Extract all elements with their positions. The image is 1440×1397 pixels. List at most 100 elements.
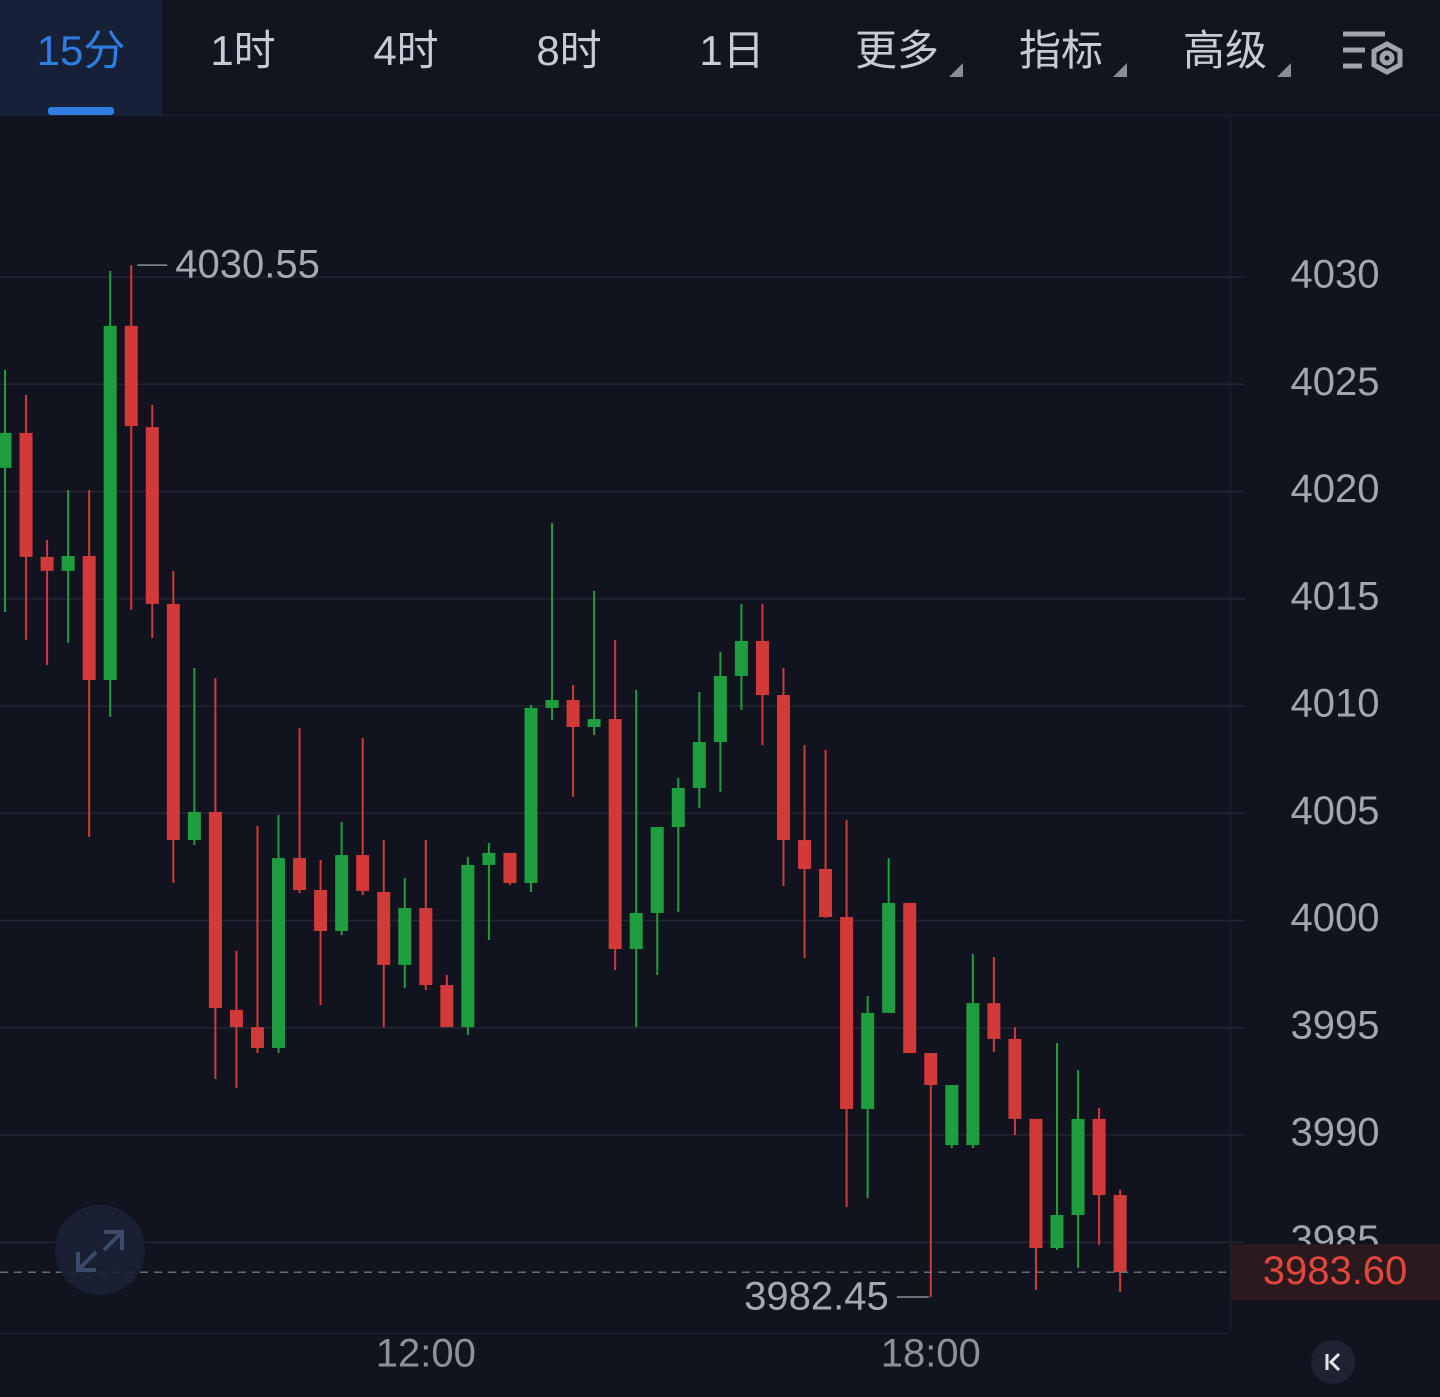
candle-body (798, 840, 812, 870)
tab[interactable]: 15分 (0, 0, 162, 115)
candle-body (650, 826, 664, 913)
candle-body (524, 707, 538, 883)
low-marker-label: 3982.45 (744, 1275, 889, 1319)
scroll-latest-button[interactable] (1311, 1340, 1355, 1384)
candle-body (734, 640, 748, 676)
candle-body (945, 1085, 959, 1146)
candle-body (440, 985, 454, 1028)
candle-body (1113, 1195, 1127, 1273)
button-bg (55, 1205, 145, 1295)
candle-body (0, 432, 12, 468)
candle-body (124, 325, 138, 427)
dropdown-caret (1113, 63, 1127, 77)
candle-body (482, 852, 496, 865)
tab-label: 1时 (210, 27, 275, 74)
tab[interactable]: 8时 (536, 27, 601, 74)
candle-body (966, 1003, 980, 1146)
last-price-box (1231, 1244, 1440, 1301)
candles (0, 265, 1127, 1297)
candle-body (272, 858, 286, 1048)
tab-label: 高级 (1183, 27, 1267, 74)
candle-body (208, 811, 222, 1009)
candle-body (819, 869, 833, 918)
candle-body (461, 864, 475, 1028)
x-tick-label: 12:00 (376, 1332, 476, 1376)
last-price-label: 3983.60 (1263, 1249, 1408, 1293)
candle-body (229, 1009, 243, 1028)
candle-body (314, 890, 328, 932)
tab[interactable]: 1日 (699, 27, 764, 74)
dropdown-caret (949, 63, 963, 77)
x-tick-label: 18:00 (881, 1332, 981, 1376)
candle-body (398, 908, 412, 965)
candle-body (924, 1053, 938, 1086)
y-tick-label: 3990 (1291, 1111, 1380, 1155)
y-tick-label: 4025 (1291, 360, 1380, 404)
y-tick-label: 4000 (1291, 896, 1380, 940)
settings-icon[interactable] (1343, 31, 1403, 75)
tab-label: 8时 (536, 27, 601, 74)
fullscreen-button[interactable] (55, 1205, 145, 1295)
candle-body (335, 855, 349, 932)
candle-body (187, 811, 201, 841)
tab-label: 更多 (855, 27, 939, 74)
candle-body (1029, 1118, 1043, 1249)
candle-body (19, 432, 33, 557)
candle-body (250, 1027, 264, 1048)
candle-body (40, 556, 54, 571)
candle-body (82, 556, 96, 681)
high-marker-label: 4030.55 (175, 243, 320, 287)
candle-body (145, 427, 159, 604)
candle-body (608, 719, 622, 950)
tab[interactable]: 更多 (855, 27, 963, 77)
y-tick-label: 4015 (1291, 574, 1380, 618)
candle-body (692, 742, 706, 788)
icon-hex (1371, 41, 1403, 75)
dropdown-caret (1277, 63, 1291, 77)
tab-label: 1日 (699, 27, 764, 74)
candle-body (103, 325, 117, 681)
toolbar (0, 0, 1440, 115)
candle-body (1050, 1215, 1064, 1249)
candle-body (503, 852, 517, 883)
candle-body (419, 908, 433, 986)
candle-body (356, 855, 370, 891)
candle-body (587, 719, 601, 728)
candle-body (1008, 1038, 1022, 1119)
candle-body (293, 858, 307, 891)
candle-body (776, 695, 790, 841)
candle-body (166, 603, 180, 841)
candle-body (987, 1003, 1001, 1039)
candle-body (1071, 1118, 1085, 1216)
candle-body (903, 902, 917, 1054)
candle-body (377, 891, 391, 965)
y-tick-label: 3995 (1291, 1003, 1380, 1047)
tab-label: 4时 (373, 27, 438, 74)
candle-body (1092, 1118, 1106, 1196)
candle-body (755, 640, 769, 696)
tab-indicator (48, 107, 114, 115)
candle-body (545, 699, 559, 708)
y-tick-label: 4020 (1291, 467, 1380, 511)
y-tick-label: 4005 (1291, 789, 1380, 833)
candle-body (61, 556, 75, 571)
candle-body (882, 902, 896, 1013)
icon-dot (1379, 50, 1395, 66)
tab[interactable]: 1时 (210, 27, 275, 74)
candle-body (629, 912, 643, 950)
tab-active-bg (0, 0, 162, 115)
button-icon (76, 1230, 124, 1272)
candle-body (566, 699, 580, 728)
candle-body (840, 917, 854, 1110)
candle-body (861, 1012, 875, 1110)
y-tick-label: 4030 (1291, 253, 1380, 297)
tab[interactable]: 4时 (373, 27, 438, 74)
tab[interactable]: 高级 (1183, 27, 1291, 77)
candle-body (713, 675, 727, 743)
y-tick-label: 4010 (1291, 682, 1380, 726)
tab[interactable]: 指标 (1019, 27, 1127, 77)
tab-label: 指标 (1019, 27, 1103, 74)
candle-body (671, 787, 685, 827)
